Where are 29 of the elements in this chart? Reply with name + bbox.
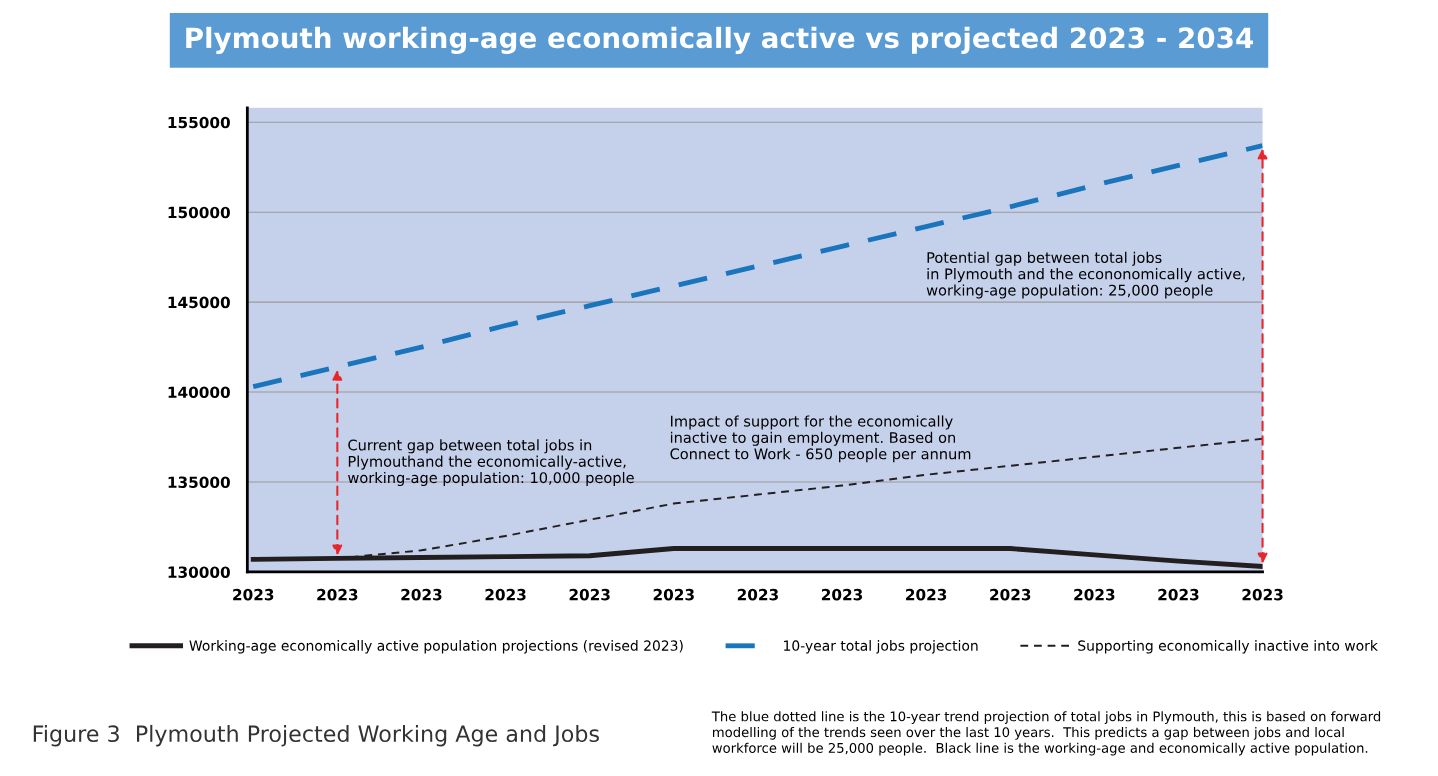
x-tick-label: 2023 — [906, 588, 947, 601]
legend-label: Supporting economically inactive into work — [1078, 640, 1378, 654]
x-tick-label: 2023 — [233, 588, 274, 601]
annotation: Current gap between total jobs in Plymouthand the economically-active, working-age population: 10,000 people — [348, 439, 634, 487]
y-tick-label: 150000 — [168, 206, 230, 219]
x-tick-label: 2023 — [1242, 588, 1283, 601]
y-tick-label: 130000 — [168, 566, 230, 578]
y-tick-label: 140000 — [168, 386, 230, 399]
chart-title: Plymouth working-age economically active vs projected 2023 - 2034 — [186, 26, 1254, 54]
text: The blue dotted line is the 10-year trend projection of total jobs in Plymouth, this is based on forward modelling of the trends seen over the last 10 years. This predicts a gap between jobs and local workforce will be 25,000 people. Black line is the working-age and economically active population. — [711, 711, 1381, 756]
y-tick-label: 135000 — [168, 476, 230, 488]
x-tick-label: 2023 — [1158, 588, 1199, 601]
y-tick-label: 145000 — [168, 296, 230, 309]
legend-label: 10-year total jobs projection — [784, 640, 978, 654]
x-tick-label: 2023 — [1074, 588, 1115, 601]
annotation: Impact of support for the economically inactive to gain employment. Based on Connect to Work - 650 people per annum — [670, 415, 971, 463]
caption: Figure 3 Plymouth Projected Working Age and Jobs — [33, 724, 599, 747]
x-tick-label: 2023 — [317, 588, 358, 601]
x-tick-label: 2023 — [990, 588, 1031, 601]
annotation: Potential gap between total jobs in Plymouth and the econonomically active, working-age population: 25,000 people — [926, 251, 1245, 299]
x-tick-label: 2023 — [653, 588, 694, 601]
x-tick-label: 2023 — [737, 588, 778, 601]
x-tick-label: 2023 — [569, 588, 610, 601]
y-tick-label: 155000 — [168, 116, 230, 129]
x-tick-label: 2023 — [821, 588, 863, 601]
x-tick-label: 2023 — [401, 588, 442, 601]
legend-label: Working-age economically active population projections (revised 2023) — [189, 640, 683, 654]
x-tick-label: 2023 — [485, 588, 526, 601]
line-series — [250, 143, 1263, 390]
